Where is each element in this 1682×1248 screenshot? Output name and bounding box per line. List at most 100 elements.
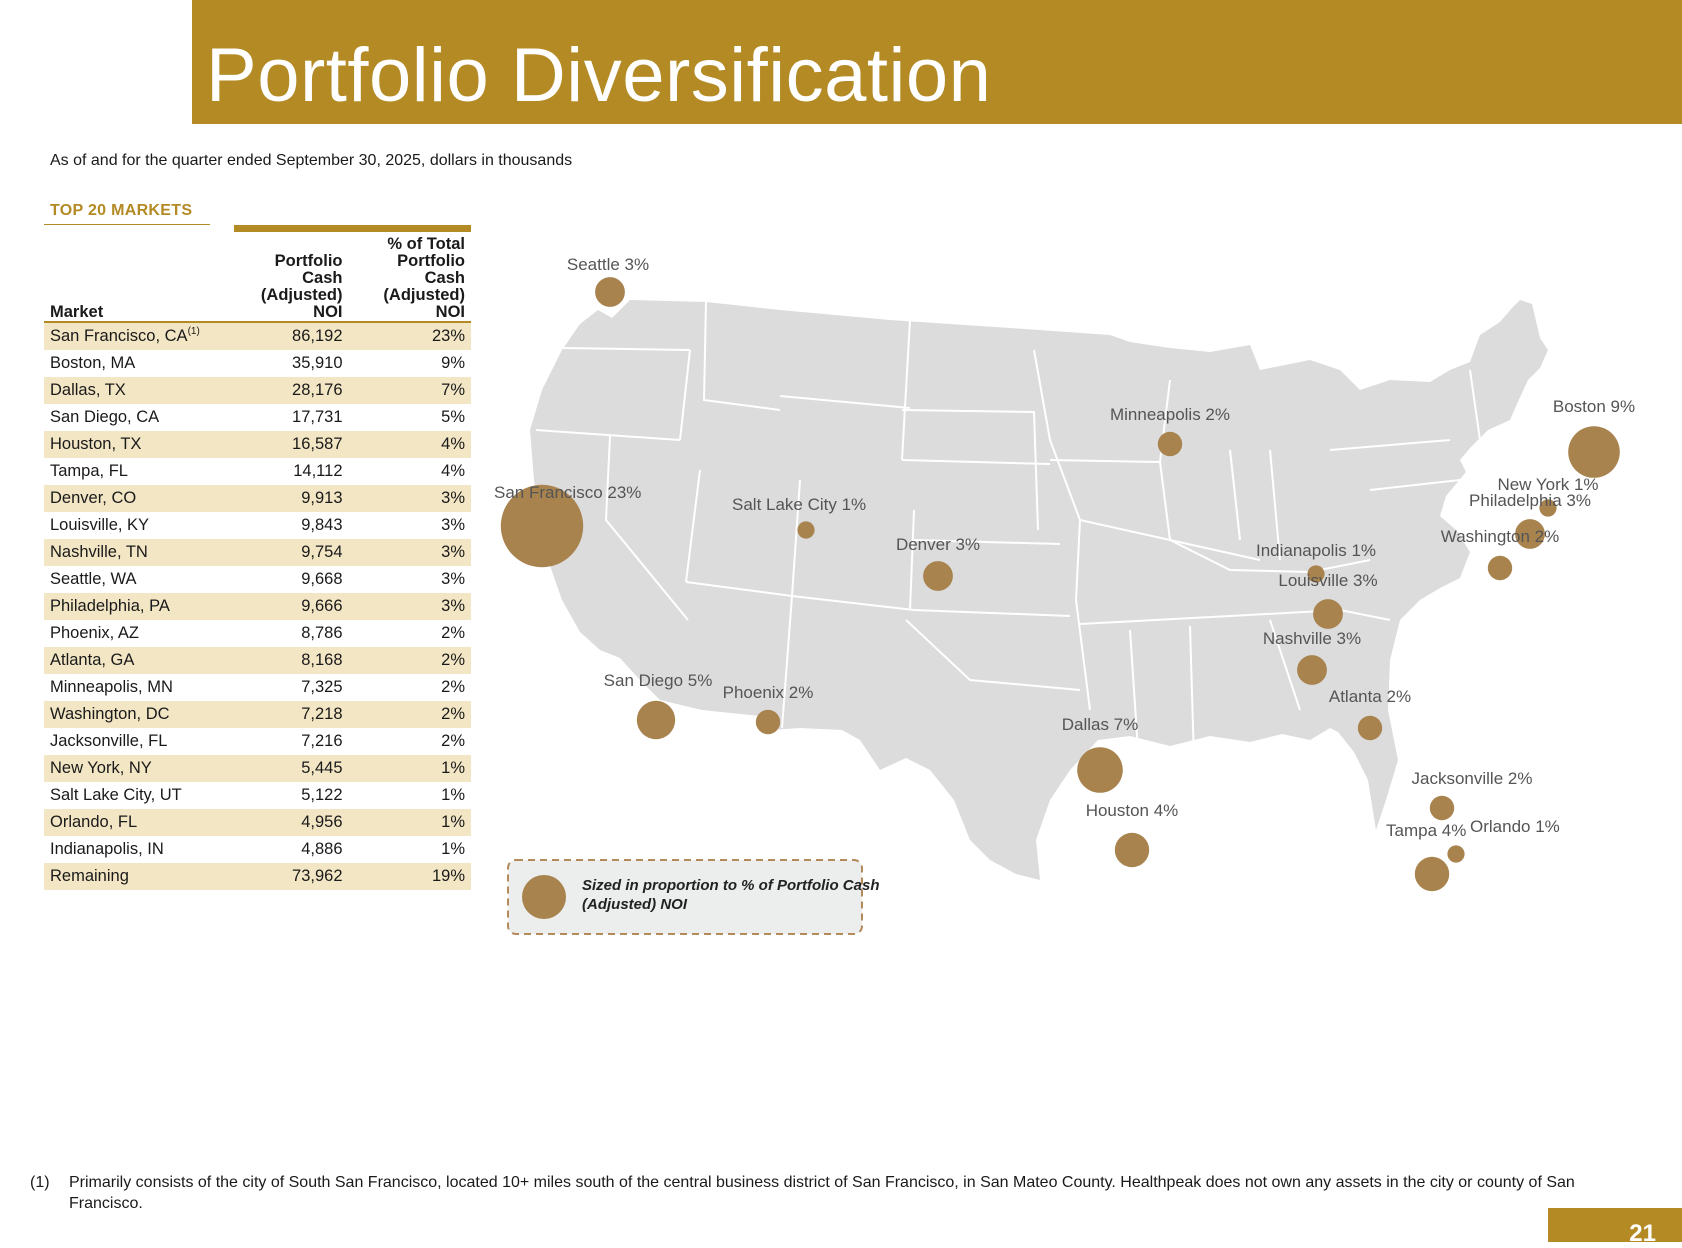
table-row: Boston, MA 35,910 9% xyxy=(44,350,471,377)
cell-market: Salt Lake City, UT xyxy=(44,782,226,809)
cell-pct: 5% xyxy=(348,404,471,431)
market-name: Tampa, FL xyxy=(50,462,128,480)
market-bubble xyxy=(636,700,676,740)
border-ok-tx xyxy=(905,619,1081,691)
border-south xyxy=(1079,608,1391,625)
market-name: Boston, MA xyxy=(50,354,136,372)
table-row: Louisville, KY 9,843 3% xyxy=(44,512,471,539)
cell-pct: 2% xyxy=(348,647,471,674)
cell-pct: 9% xyxy=(348,350,471,377)
border-co-ks xyxy=(909,509,915,611)
cell-pct: 3% xyxy=(348,512,471,539)
cell-market: Denver, CO xyxy=(44,485,226,512)
column-header-pct-line: (Adjusted) xyxy=(383,286,465,304)
market-bubbles xyxy=(500,277,1620,892)
table-row: Houston, TX 16,587 4% xyxy=(44,431,471,458)
column-header-market: Market xyxy=(44,234,226,323)
cell-noi: 28,176 xyxy=(226,377,349,404)
table-row: Philadelphia, PA 9,666 3% xyxy=(44,593,471,620)
column-header-pct-line: % of Total xyxy=(387,235,465,253)
market-label: Nashville 3% xyxy=(1263,629,1361,648)
column-header-noi-line: Portfolio xyxy=(274,252,343,270)
page-number: 21 xyxy=(1629,1220,1656,1247)
border-wa-or xyxy=(561,347,691,351)
market-label: Orlando 1% xyxy=(1470,817,1560,836)
cell-market: Philadelphia, PA xyxy=(44,593,226,620)
title-bar: Portfolio Diversification xyxy=(192,0,1682,124)
column-header-pct: % of Total Portfolio Cash (Adjusted) NOI xyxy=(348,234,471,323)
table-header-row: Market Portfolio Cash (Adjusted) NOI % o… xyxy=(44,234,471,323)
cell-pct: 23% xyxy=(348,322,471,350)
subtitle: As of and for the quarter ended Septembe… xyxy=(50,152,573,169)
market-label: Salt Lake City 1% xyxy=(732,495,866,514)
cell-pct: 2% xyxy=(348,728,471,755)
market-label: San Francisco 23% xyxy=(494,483,641,502)
map-svg: Seattle 3% San Francisco 23% Salt Lake Cit… xyxy=(494,255,1635,935)
table-row: Washington, DC 7,218 2% xyxy=(44,701,471,728)
border-ohio-river xyxy=(1079,519,1371,574)
market-name: Seattle, WA xyxy=(50,570,137,588)
cell-pct: 4% xyxy=(348,458,471,485)
cell-market: Louisville, KY xyxy=(44,512,226,539)
border-or-id xyxy=(679,349,691,441)
border-southwest xyxy=(685,581,1071,617)
table-row: Nashville, TN 9,754 3% xyxy=(44,539,471,566)
market-name: New York, NY xyxy=(50,759,152,777)
border-midwest xyxy=(1049,459,1261,561)
cell-market: Dallas, TX xyxy=(44,377,226,404)
cell-market: Washington, DC xyxy=(44,701,226,728)
market-name: Louisville, KY xyxy=(50,516,150,534)
market-name: Denver, CO xyxy=(50,489,137,507)
cell-noi: 7,218 xyxy=(226,701,349,728)
table-row: Dallas, TX 28,176 7% xyxy=(44,377,471,404)
footnote-ref: (1) xyxy=(187,326,200,337)
cell-noi: 73,962 xyxy=(226,863,349,890)
cell-noi: 35,910 xyxy=(226,350,349,377)
legend-text-line2: (Adjusted) NOI xyxy=(582,896,688,913)
market-bubble xyxy=(1313,599,1343,629)
cell-market: Atlanta, GA xyxy=(44,647,226,674)
market-bubble xyxy=(1447,845,1465,863)
table-row: Indianapolis, IN 4,886 1% xyxy=(44,836,471,863)
market-name: Philadelphia, PA xyxy=(50,597,170,615)
market-bubble xyxy=(1114,832,1150,868)
cell-noi: 7,216 xyxy=(226,728,349,755)
market-label: New York 1% xyxy=(1497,475,1598,494)
market-bubble xyxy=(1297,655,1327,685)
cell-pct: 4% xyxy=(348,431,471,458)
table-row: Phoenix, AZ 8,786 2% xyxy=(44,620,471,647)
market-name: Remaining xyxy=(50,867,129,885)
market-label: Phoenix 2% xyxy=(723,683,814,702)
table-row: Salt Lake City, UT 5,122 1% xyxy=(44,782,471,809)
market-label: Indianapolis 1% xyxy=(1256,541,1376,560)
market-label: Denver 3% xyxy=(896,535,980,554)
cell-noi: 9,668 xyxy=(226,566,349,593)
market-bubble xyxy=(755,709,781,735)
border-mt-wy xyxy=(779,395,911,409)
cell-noi: 4,886 xyxy=(226,836,349,863)
cell-noi: 5,122 xyxy=(226,782,349,809)
cell-noi: 9,913 xyxy=(226,485,349,512)
border-plains xyxy=(901,409,1039,531)
market-bubble xyxy=(1515,519,1545,549)
market-label: Jacksonville 2% xyxy=(1412,769,1533,788)
market-label: Tampa 4% xyxy=(1386,821,1466,840)
table-row: Seattle, WA 9,668 3% xyxy=(44,566,471,593)
border-id-mt xyxy=(702,301,781,411)
market-name: Nashville, TN xyxy=(50,543,148,561)
cell-market: Minneapolis, MN xyxy=(44,674,226,701)
table-row: Orlando, FL 4,956 1% xyxy=(44,809,471,836)
market-name: Washington, DC xyxy=(50,705,170,723)
market-labels: Seattle 3% San Francisco 23% Salt Lake Cit… xyxy=(494,255,1635,840)
us-land-shape xyxy=(530,300,1548,880)
cell-pct: 3% xyxy=(348,539,471,566)
border-or-ca xyxy=(535,429,681,441)
border-az-nm xyxy=(781,595,793,729)
market-name: Orlando, FL xyxy=(50,813,138,831)
table-row: Jacksonville, FL 7,216 2% xyxy=(44,728,471,755)
cell-market: Remaining xyxy=(44,863,226,890)
market-name: Indianapolis, IN xyxy=(50,840,164,858)
market-bubble xyxy=(595,277,625,307)
legend-box xyxy=(507,859,863,935)
market-bubble xyxy=(797,521,815,539)
